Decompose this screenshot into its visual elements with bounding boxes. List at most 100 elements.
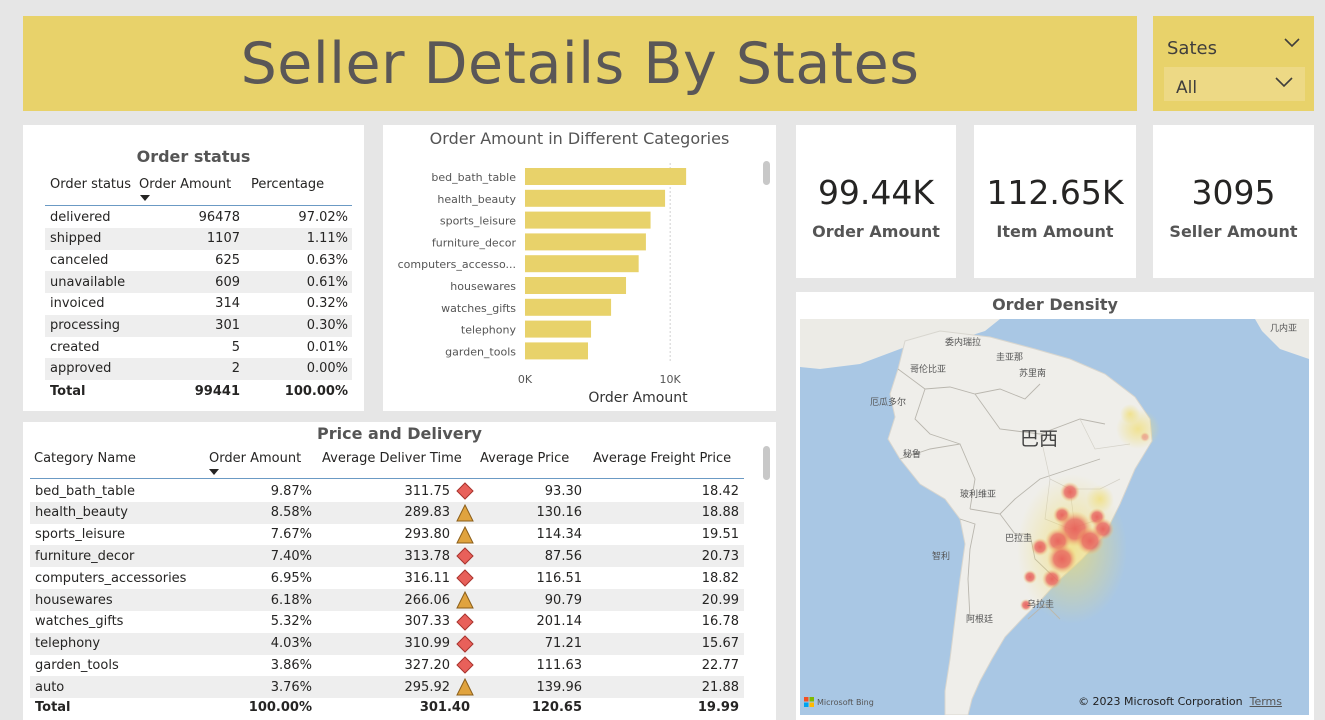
map-terms-link[interactable]: Terms <box>1249 695 1282 708</box>
category-tick-label: telephony <box>461 324 517 337</box>
table-row[interactable]: watches_gifts 5.32% 307.33 201.14 16.78 <box>30 611 744 633</box>
category-name-cell: sports_leisure <box>35 527 125 543</box>
bar-chart-title: Order Amount in Different Categories <box>429 129 730 148</box>
category-name-cell: computers_accessories <box>35 570 187 586</box>
bar[interactable] <box>525 298 612 316</box>
table-row[interactable]: invoiced 314 0.32% <box>45 293 352 315</box>
bar[interactable] <box>525 233 646 251</box>
svg-text:厄瓜多尔: 厄瓜多尔 <box>870 396 906 408</box>
svg-text:几内亚: 几内亚 <box>1270 322 1297 334</box>
svg-text:圭亚那: 圭亚那 <box>996 351 1023 363</box>
sort-descending-icon[interactable] <box>140 195 150 201</box>
order-amount-cell: 3.86% <box>270 657 312 673</box>
table-row[interactable]: sports_leisure 7.67% 293.80 114.34 19.51 <box>30 524 744 546</box>
category-name-cell: furniture_decor <box>35 548 135 564</box>
col-header-percentage[interactable]: Percentage <box>251 177 325 192</box>
order-status-cell: unavailable <box>50 274 126 290</box>
col-header-average-price[interactable]: Average Price <box>480 451 570 466</box>
col-header-order-amount[interactable]: Order Amount <box>139 177 232 192</box>
kpi-value: 99.44K <box>817 173 935 212</box>
total-freight-price: 19.99 <box>697 699 739 715</box>
table-row[interactable]: auto 3.76% 295.92 139.96 21.88 <box>30 676 744 699</box>
bar[interactable] <box>525 255 639 273</box>
red-diamond-icon <box>456 634 474 653</box>
table-row[interactable]: health_beauty 8.58% 289.83 130.16 18.88 <box>30 501 744 524</box>
chevron-down-icon[interactable] <box>1284 38 1300 48</box>
map-labels: 委内瑞拉 圭亚那 苏里南 哥伦比亚 厄瓜多尔 巴西 秘鲁 玻利维亚 巴拉圭 智利… <box>870 322 1297 625</box>
states-slicer[interactable]: Sates All <box>1153 16 1314 111</box>
table-row[interactable]: computers_accessories 6.95% 316.11 116.51 18… <box>30 567 744 589</box>
total-row: Total 100.00% 301.40 120.65 19.99 <box>30 696 744 718</box>
slicer-selected-value: All <box>1176 78 1198 98</box>
svg-text:苏里南: 苏里南 <box>1019 367 1046 379</box>
slicer-dropdown[interactable]: All <box>1164 67 1305 101</box>
red-diamond-icon <box>456 569 474 587</box>
percentage-cell: 0.63% <box>306 252 348 268</box>
order-amount-cell: 8.58% <box>270 505 312 521</box>
table-row[interactable]: furniture_decor 7.40% 313.78 87.56 20.73 <box>30 545 744 568</box>
red-diamond-icon <box>456 482 474 500</box>
table-row[interactable]: processing 301 0.30% <box>45 314 352 337</box>
table-row[interactable]: created 5 0.01% <box>45 336 352 358</box>
order-amount-cell: 609 <box>215 274 240 290</box>
amber-triangle-icon <box>456 591 474 609</box>
kpi-label: Seller Amount <box>1169 222 1298 241</box>
order-amount-cell: 301 <box>215 318 240 333</box>
table-row[interactable]: garden_tools 3.86% 327.20 111.63 22.77 <box>30 654 744 676</box>
freight-price-cell: 19.51 <box>701 527 739 543</box>
percentage-cell: 1.11% <box>306 231 348 247</box>
col-header-order-amount[interactable]: Order Amount <box>209 451 302 466</box>
category-tick-label: bed_bath_table <box>431 171 516 184</box>
table-row[interactable]: bed_bath_table 9.87% 311.75 93.30 18.42 <box>30 480 744 502</box>
table-row[interactable]: unavailable 609 0.61% <box>45 271 352 294</box>
average-price-cell: 201.14 <box>536 614 583 630</box>
order-amount-cell: 5.32% <box>270 614 312 630</box>
table-row[interactable]: approved 2 0.00% <box>45 357 352 380</box>
bar[interactable] <box>525 189 666 207</box>
order-amount-cell: 1107 <box>206 231 240 247</box>
col-header-category-name[interactable]: Category Name <box>34 451 136 466</box>
bar[interactable] <box>525 168 687 185</box>
col-header-order-status[interactable]: Order status <box>50 177 132 192</box>
deliver-time-cell: 266.06 <box>404 592 451 608</box>
slicer-label: Sates <box>1167 38 1217 59</box>
total-deliver-time: 301.40 <box>419 699 470 715</box>
percentage-cell: 0.30% <box>306 318 348 333</box>
red-diamond-icon <box>456 547 474 566</box>
bar[interactable] <box>525 277 627 294</box>
map-canvas[interactable]: 委内瑞拉 圭亚那 苏里南 哥伦比亚 厄瓜多尔 巴西 秘鲁 玻利维亚 巴拉圭 智利… <box>800 319 1309 715</box>
category-name-cell: telephony <box>35 636 101 652</box>
dropdown-chevron-icon[interactable] <box>1275 77 1293 88</box>
percentage-cell: 97.02% <box>298 209 348 225</box>
category-name-cell: auto <box>35 679 65 695</box>
average-price-cell: 139.96 <box>536 679 583 695</box>
sort-descending-icon[interactable] <box>209 469 219 475</box>
bar[interactable] <box>525 342 588 360</box>
table-row[interactable]: canceled 625 0.63% <box>45 249 352 271</box>
table-row[interactable]: housewares 6.18% 266.06 90.79 20.99 <box>30 589 744 611</box>
average-price-cell: 90.79 <box>544 592 582 608</box>
title-banner: Seller Details By States <box>23 16 1137 111</box>
total-label: Total <box>50 383 86 399</box>
table-scrollbar[interactable] <box>763 446 770 480</box>
x-tick-label: 0K <box>518 373 533 386</box>
bar-chart-scrollbar[interactable] <box>763 161 770 185</box>
table-row[interactable]: telephony 4.03% 310.99 71.21 15.67 <box>30 632 744 655</box>
average-price-cell: 93.30 <box>544 483 582 499</box>
svg-text:智利: 智利 <box>932 550 950 562</box>
kpi-item-amount: 112.65K Item Amount <box>974 125 1136 278</box>
table-row[interactable]: delivered 96478 97.02% <box>45 206 352 228</box>
bar[interactable] <box>525 211 651 229</box>
price-delivery-title: Price and Delivery <box>317 424 482 443</box>
freight-price-cell: 21.88 <box>701 679 739 695</box>
freight-price-cell: 20.99 <box>701 592 739 608</box>
deliver-time-cell: 293.80 <box>404 527 451 543</box>
category-name-cell: garden_tools <box>35 657 119 673</box>
x-axis-label: Order Amount <box>588 390 688 406</box>
total-percentage: 100.00% <box>284 383 348 399</box>
deliver-time-cell: 327.20 <box>404 657 451 673</box>
bar[interactable] <box>525 320 592 338</box>
col-header-average-freight-price[interactable]: Average Freight Price <box>593 451 732 466</box>
col-header-average-deliver-time[interactable]: Average Deliver Time <box>322 451 462 466</box>
table-row[interactable]: shipped 1107 1.11% <box>45 227 352 250</box>
